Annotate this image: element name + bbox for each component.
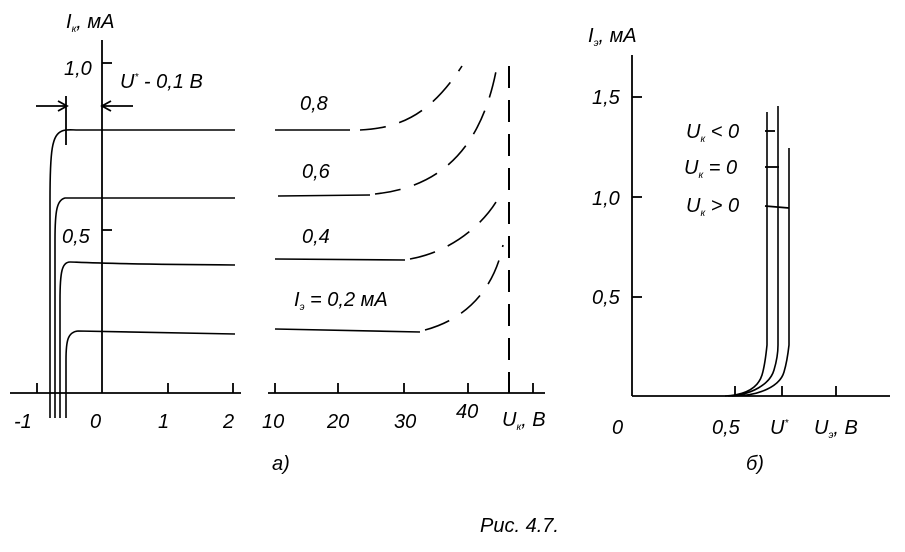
panel-b-series-label-gt: Uк > 0 [686,195,739,219]
panel-a-ylabel: Iк, мА [66,11,114,35]
panel-a-curve-left-0-8 [49,128,235,418]
panel-a-series-label-0-8: 0,8 [300,93,328,115]
panel-a-xtick-label-0: 0 [90,411,101,433]
panel-a-arrow-right-head [100,100,112,112]
panel-b-xlabel: Uэ, В [814,417,858,441]
panel-a-series-label-0-6: 0,6 [302,161,331,183]
panel-a-curve-left-0-2 [65,330,236,418]
panel-b-label: б) [746,453,764,475]
panel-a-xtick-label-m1: -1 [14,411,32,433]
panel-a-label: а) [272,453,290,475]
panel-a-curve-right-0-6 [277,194,371,197]
panel-b-curve-uk-gt-0 [731,148,790,397]
panel-a-annotation: U* - 0,1 В [120,71,203,93]
panel-a-arrow-left-head [57,100,69,112]
panel-b-ytick-label-1-5: 1,5 [592,87,621,109]
panel-a-series-label-0-2: Iэ = 0,2 мА [294,289,388,313]
panel-a-ytick-label-0-5: 0,5 [62,226,91,248]
panel-a: Iк, мА 1,0 0,5 -1 0 1 2 10 20 30 40 Uк, … [10,11,546,475]
panel-a-xtick-label-10: 10 [262,411,284,433]
panel-a-dash-0-8 [359,65,463,131]
panel-a-ytick-label-1-0: 1,0 [64,58,92,80]
panel-a-curve-left-0-4 [59,261,236,418]
panel-b-series-label-eq: Uк = 0 [684,157,737,181]
panel-a-xtick-label-40: 40 [456,401,478,423]
panel-b-ytick-label-0-5: 0,5 [592,287,621,309]
panel-a-xtick-label-1: 1 [158,411,169,433]
panel-a-xtick-label-20: 20 [326,411,349,433]
panel-a-xlabel: Uк, В [502,409,546,433]
panel-a-curve-left-0-6 [54,197,235,418]
panel-a-dash-0-4 [409,194,501,260]
panel-a-curve-right-0-4 [274,258,406,261]
panel-b-xtick-label-ustar: U* [770,417,789,439]
panel-b-xtick-label-0-5: 0,5 [712,417,741,439]
panel-a-dash-0-6 [374,65,498,195]
panel-a-series-label-0-4: 0,4 [302,226,330,248]
panel-b-curve-uk-eq-0 [727,106,779,397]
panel-a-xtick-label-2: 2 [222,411,234,433]
panel-a-dash-0-2 [424,244,504,331]
panel-b-ylabel: Iэ, мА [588,25,637,49]
panel-b-leader-gt [764,205,790,209]
panel-a-curve-right-0-2 [274,328,421,333]
panel-b-series-label-lt: Uк < 0 [686,121,739,145]
panel-b-ytick-label-1-0: 1,0 [592,188,620,210]
figure-caption: Рис. 4.7. [480,515,559,537]
panel-a-xtick-label-30: 30 [394,411,416,433]
panel-b: Iэ, мА 1,5 1,0 0,5 0 0,5 U* Uэ, В Uк < 0… [588,25,890,475]
panel-b-xtick-label-0: 0 [612,417,623,439]
panel-b-curve-uk-lt-0 [724,112,768,397]
